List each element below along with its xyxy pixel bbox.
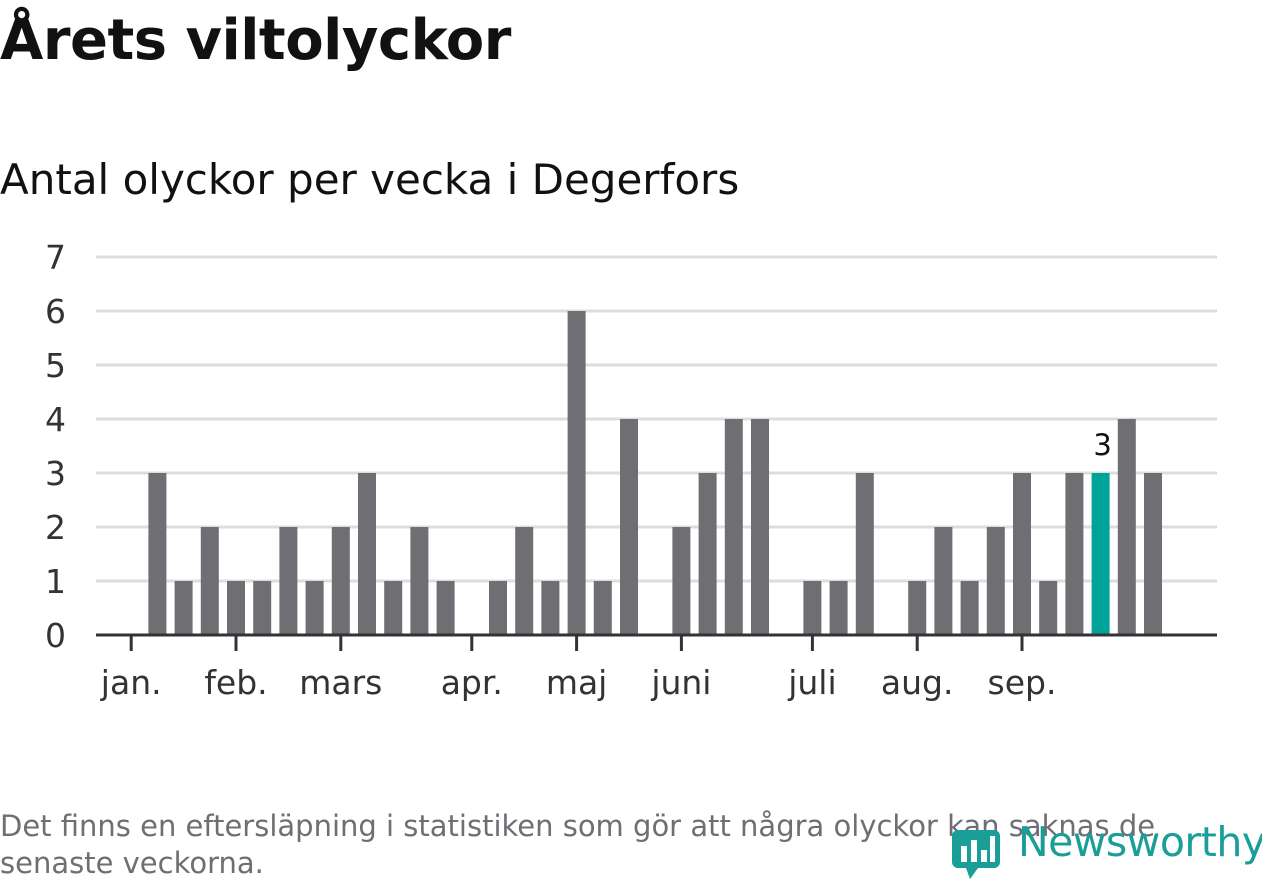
bar	[1091, 473, 1110, 635]
y-tick-label: 3	[45, 454, 66, 493]
x-tick-label: jan.	[100, 663, 162, 702]
x-tick-label: aug.	[881, 663, 954, 702]
bar	[1065, 473, 1084, 635]
y-tick-label: 2	[45, 508, 66, 547]
bar	[148, 473, 167, 635]
x-tick-label: mars	[299, 663, 382, 702]
y-tick-label: 1	[45, 562, 66, 601]
bar	[855, 473, 874, 635]
bar	[174, 581, 193, 635]
bars	[148, 311, 1162, 635]
bar	[358, 473, 376, 635]
bar	[1013, 473, 1031, 635]
bar	[803, 581, 822, 635]
bar	[200, 527, 219, 635]
bar	[593, 581, 612, 635]
chart-subtitle: Antal olyckor per vecka i Degerfors	[0, 155, 740, 204]
x-axis-ticks: jan. feb. mars apr. maj juni juli aug. sep.	[100, 635, 1057, 702]
bar	[1039, 581, 1058, 635]
bar	[227, 581, 245, 635]
x-tick-label: apr.	[441, 663, 503, 702]
bar	[986, 527, 1005, 635]
y-tick-label: 6	[45, 292, 66, 331]
bar	[829, 581, 848, 635]
logo-text: Newsworthy	[1018, 818, 1262, 866]
y-tick-label: 5	[45, 346, 66, 385]
bar	[489, 581, 507, 635]
bar	[908, 581, 927, 635]
x-tick-label: feb.	[204, 663, 267, 702]
y-tick-label: 0	[45, 616, 66, 655]
x-tick-label: juni	[650, 663, 711, 702]
bar	[724, 419, 743, 635]
data-label-latest: 3	[1093, 428, 1111, 462]
bar	[384, 581, 403, 635]
bar	[934, 527, 953, 635]
x-tick-label: sep.	[988, 663, 1057, 702]
bar	[436, 581, 455, 635]
bar	[279, 527, 298, 635]
bar-chart-icon	[952, 830, 1000, 879]
bar	[1144, 473, 1162, 635]
data-labels: 3	[1093, 428, 1111, 462]
bar	[567, 311, 586, 635]
bar	[620, 419, 638, 635]
bar	[410, 527, 429, 635]
bar	[960, 581, 979, 635]
bar	[331, 527, 350, 635]
y-axis-ticks: 0 1 2 3 4 5 6 7	[45, 238, 66, 655]
bar-chart: 0 1 2 3 4 5 6 7 jan. feb. mars apr. maj juni juli aug.…	[45, 238, 1217, 702]
bar	[253, 581, 272, 635]
grid-lines	[96, 255, 1217, 583]
bar	[515, 527, 534, 635]
bar	[751, 419, 769, 635]
bar	[672, 527, 691, 635]
bar	[1117, 419, 1136, 635]
newsworthy-logo: Newsworthy	[952, 818, 1262, 879]
chart-title: Årets viltolyckor	[0, 8, 511, 73]
bar	[305, 581, 324, 635]
bar	[541, 581, 560, 635]
y-tick-label: 7	[45, 238, 66, 277]
bar	[698, 473, 717, 635]
y-tick-label: 4	[45, 400, 66, 439]
x-tick-label: juli	[787, 663, 836, 702]
x-tick-label: maj	[546, 663, 608, 702]
